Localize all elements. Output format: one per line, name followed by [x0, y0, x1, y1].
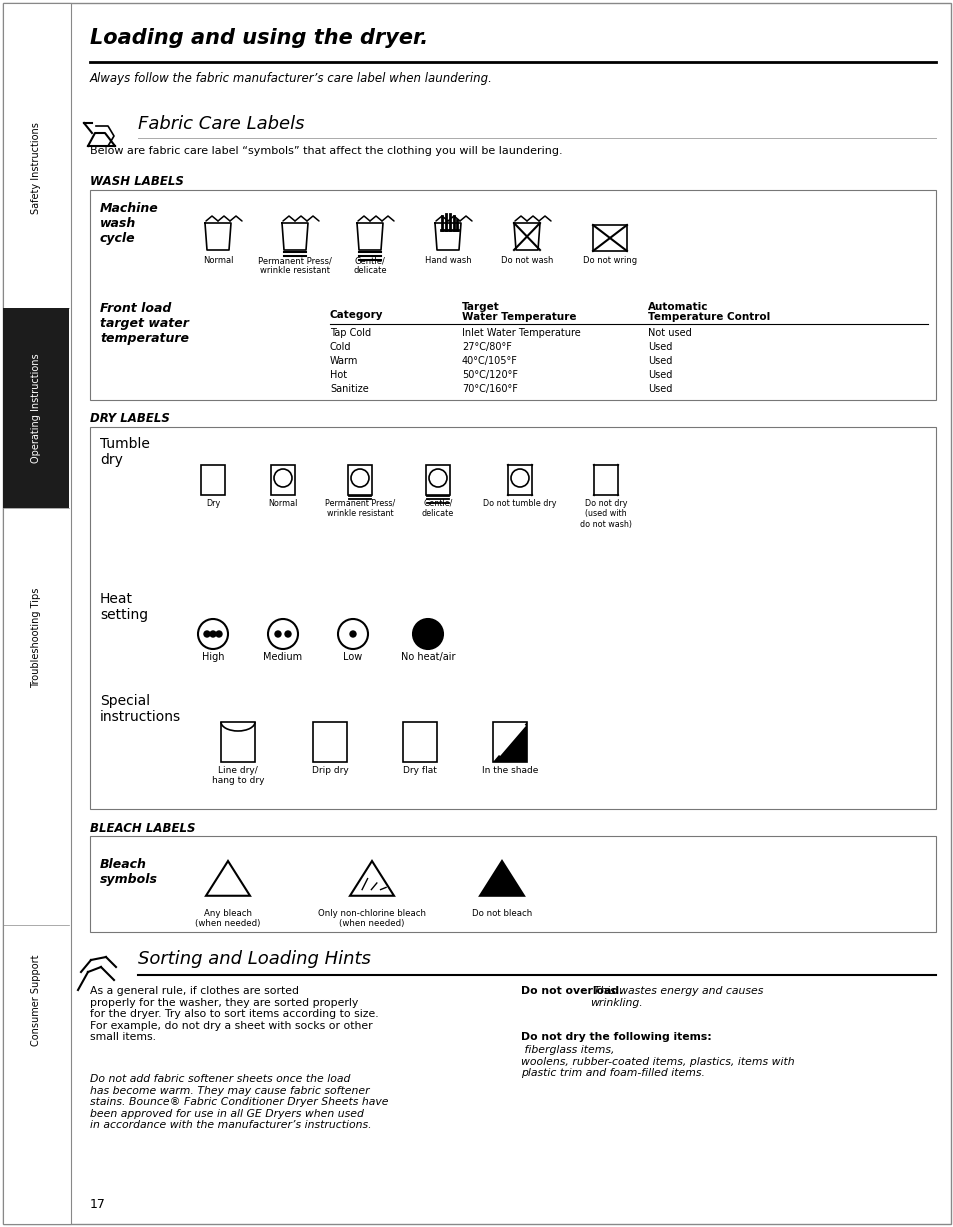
Bar — [402, 721, 436, 762]
Text: In the shade: In the shade — [481, 766, 537, 775]
Text: Permanent Press/
wrinkle resistant: Permanent Press/ wrinkle resistant — [325, 499, 395, 518]
Circle shape — [204, 631, 210, 637]
Text: Normal: Normal — [268, 499, 297, 508]
Text: Do not dry the following items:: Do not dry the following items: — [520, 1032, 711, 1042]
Text: Automatic: Automatic — [647, 302, 708, 312]
Circle shape — [413, 618, 442, 649]
Text: Do not dry
(used with
do not wash): Do not dry (used with do not wash) — [579, 499, 631, 529]
Text: High: High — [201, 652, 224, 663]
Text: Consumer Support: Consumer Support — [30, 955, 41, 1045]
Circle shape — [210, 631, 215, 637]
Text: Used: Used — [647, 384, 672, 394]
Text: Do not tumble dry: Do not tumble dry — [483, 499, 557, 508]
Text: Warm: Warm — [330, 356, 358, 366]
Text: This wastes energy and causes
wrinkling.: This wastes energy and causes wrinkling. — [589, 987, 762, 1007]
Text: BLEACH LABELS: BLEACH LABELS — [90, 822, 195, 836]
Text: 27°C/80°F: 27°C/80°F — [461, 342, 512, 352]
Circle shape — [285, 631, 291, 637]
Circle shape — [215, 631, 222, 637]
Text: Hand wash: Hand wash — [424, 256, 471, 265]
Bar — [221, 721, 254, 762]
Text: Machine
wash
cycle: Machine wash cycle — [100, 202, 158, 245]
Text: Sorting and Loading Hints: Sorting and Loading Hints — [138, 950, 371, 968]
Polygon shape — [493, 721, 526, 762]
Bar — [426, 465, 450, 494]
Text: Do not overload.: Do not overload. — [520, 987, 622, 996]
Text: 40°C/105°F: 40°C/105°F — [461, 356, 517, 366]
Text: Safety Instructions: Safety Instructions — [30, 121, 41, 213]
Text: Do not add fabric softener sheets once the load
has become warm. They may cause : Do not add fabric softener sheets once t… — [90, 1074, 388, 1130]
Bar — [593, 225, 626, 252]
Bar — [3, 308, 69, 508]
Bar — [313, 721, 347, 762]
Text: Always follow the fabric manufacturer’s care label when laundering.: Always follow the fabric manufacturer’s … — [90, 72, 493, 85]
Text: Low: Low — [343, 652, 362, 663]
Text: Dry: Dry — [206, 499, 220, 508]
Bar — [271, 465, 294, 494]
Text: Temperature Control: Temperature Control — [647, 312, 769, 321]
Text: Loading and using the dryer.: Loading and using the dryer. — [90, 28, 428, 48]
Text: fiberglass items,
woolens, rubber-coated items, plastics, items with
plastic tri: fiberglass items, woolens, rubber-coated… — [520, 1045, 794, 1079]
Bar — [594, 465, 618, 494]
Polygon shape — [479, 861, 523, 896]
Bar — [3, 2, 71, 1225]
Bar — [90, 836, 935, 933]
Text: Permanent Press/
wrinkle resistant: Permanent Press/ wrinkle resistant — [258, 256, 332, 275]
Circle shape — [274, 631, 281, 637]
Text: Troubleshooting Tips: Troubleshooting Tips — [30, 588, 41, 688]
Text: Target: Target — [461, 302, 499, 312]
Text: Line dry/
hang to dry: Line dry/ hang to dry — [212, 766, 264, 785]
Text: Cold: Cold — [330, 342, 351, 352]
Text: Do not wash: Do not wash — [500, 256, 553, 265]
Text: No heat/air: No heat/air — [400, 652, 455, 663]
Text: Drip dry: Drip dry — [312, 766, 348, 775]
Text: Tap Cold: Tap Cold — [330, 328, 371, 337]
Text: Any bleach
(when needed): Any bleach (when needed) — [195, 909, 260, 929]
Text: Used: Used — [647, 342, 672, 352]
Text: Do not wring: Do not wring — [582, 256, 637, 265]
Text: Medium: Medium — [263, 652, 302, 663]
Text: Category: Category — [330, 310, 383, 320]
Bar — [507, 465, 532, 494]
Text: Do not bleach: Do not bleach — [472, 909, 532, 918]
Bar — [201, 465, 225, 494]
Bar — [348, 465, 372, 494]
Circle shape — [350, 631, 355, 637]
Text: Inlet Water Temperature: Inlet Water Temperature — [461, 328, 580, 337]
Text: Dry flat: Dry flat — [402, 766, 436, 775]
Text: 17: 17 — [90, 1198, 106, 1211]
Polygon shape — [206, 861, 250, 896]
Text: Fabric Care Labels: Fabric Care Labels — [138, 115, 304, 133]
Text: Used: Used — [647, 356, 672, 366]
Text: Used: Used — [647, 371, 672, 380]
Bar — [90, 190, 935, 400]
Text: Operating Instructions: Operating Instructions — [30, 353, 41, 463]
Text: Bleach
symbols: Bleach symbols — [100, 858, 158, 886]
Text: Sanitize: Sanitize — [330, 384, 369, 394]
Text: Front load
target water
temperature: Front load target water temperature — [100, 302, 189, 345]
Text: 50°C/120°F: 50°C/120°F — [461, 371, 517, 380]
Text: Gentle/
delicate: Gentle/ delicate — [421, 499, 454, 518]
Polygon shape — [350, 861, 394, 896]
Text: Below are fabric care label “symbols” that affect the clothing you will be laund: Below are fabric care label “symbols” th… — [90, 146, 562, 156]
Text: Only non-chlorine bleach
(when needed): Only non-chlorine bleach (when needed) — [317, 909, 426, 929]
Text: Special
instructions: Special instructions — [100, 694, 181, 724]
Text: 70°C/160°F: 70°C/160°F — [461, 384, 517, 394]
Text: Hot: Hot — [330, 371, 347, 380]
Text: Heat
setting: Heat setting — [100, 591, 148, 622]
Text: Gentle/
delicate: Gentle/ delicate — [353, 256, 386, 275]
Text: Not used: Not used — [647, 328, 691, 337]
Text: Water Temperature: Water Temperature — [461, 312, 576, 321]
Text: WASH LABELS: WASH LABELS — [90, 175, 184, 188]
Text: Normal: Normal — [203, 256, 233, 265]
Bar — [493, 721, 526, 762]
Text: Tumble
dry: Tumble dry — [100, 437, 150, 467]
Text: DRY LABELS: DRY LABELS — [90, 412, 170, 425]
Text: As a general rule, if clothes are sorted
properly for the washer, they are sorte: As a general rule, if clothes are sorted… — [90, 987, 378, 1043]
Bar — [90, 427, 935, 809]
